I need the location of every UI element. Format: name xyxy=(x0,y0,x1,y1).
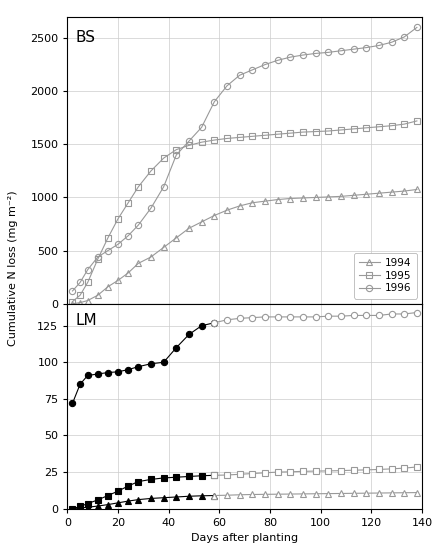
1996 xyxy=(95,254,100,260)
1996 xyxy=(148,205,153,211)
1994 xyxy=(312,194,317,201)
1994 xyxy=(274,196,279,203)
1994 xyxy=(148,254,153,260)
1996 xyxy=(70,288,75,295)
1995 xyxy=(70,299,75,305)
1994 xyxy=(125,269,131,276)
1996 xyxy=(77,279,82,286)
1996 xyxy=(173,151,178,158)
1996 xyxy=(199,124,204,131)
1996 xyxy=(262,61,267,68)
1996 xyxy=(363,44,368,51)
1995 xyxy=(148,168,153,174)
1996 xyxy=(375,42,381,49)
1994 xyxy=(85,297,90,304)
1995 xyxy=(401,121,406,127)
1994 xyxy=(199,219,204,225)
1995 xyxy=(125,200,131,206)
1995 xyxy=(388,122,393,129)
1996 xyxy=(237,72,242,79)
1994 xyxy=(173,234,178,241)
1995 xyxy=(262,132,267,139)
1995 xyxy=(338,126,343,133)
1995 xyxy=(186,142,191,149)
1994 xyxy=(262,198,267,205)
1994 xyxy=(135,260,141,267)
1994 xyxy=(105,283,110,290)
1994 xyxy=(388,189,393,196)
1996 xyxy=(135,222,141,229)
1995 xyxy=(85,279,90,286)
1994 xyxy=(299,195,305,201)
1996 xyxy=(299,51,305,58)
1995 xyxy=(199,139,204,145)
1996 xyxy=(338,48,343,54)
1996 xyxy=(211,98,217,105)
1994 xyxy=(224,207,229,214)
1994 xyxy=(249,200,254,206)
1995 xyxy=(135,183,141,190)
1994 xyxy=(325,193,330,200)
1996 xyxy=(312,50,317,57)
1996 xyxy=(249,67,254,73)
1994 xyxy=(77,299,82,306)
1994 xyxy=(375,190,381,197)
1995 xyxy=(211,137,217,144)
1996 xyxy=(105,247,110,254)
1994 xyxy=(287,195,292,202)
1995 xyxy=(249,133,254,140)
1994 xyxy=(211,212,217,219)
X-axis label: Days after planting: Days after planting xyxy=(191,533,298,543)
1995 xyxy=(375,124,381,130)
1995 xyxy=(413,117,418,124)
1996 xyxy=(161,183,166,190)
1995 xyxy=(299,129,305,135)
1996 xyxy=(413,24,418,31)
Text: BS: BS xyxy=(75,30,95,45)
1996 xyxy=(125,233,131,239)
1995 xyxy=(115,215,120,222)
1995 xyxy=(173,146,178,153)
1996 xyxy=(224,83,229,89)
1994 xyxy=(363,191,368,198)
1994 xyxy=(401,188,406,195)
1995 xyxy=(105,234,110,241)
1994 xyxy=(115,277,120,284)
1994 xyxy=(70,300,75,307)
1995 xyxy=(325,127,330,134)
Text: Cumulative N loss (mg m⁻²): Cumulative N loss (mg m⁻²) xyxy=(8,191,18,346)
Line: 1994: 1994 xyxy=(69,186,419,307)
1996 xyxy=(274,57,279,64)
1996 xyxy=(325,49,330,56)
1994 xyxy=(161,244,166,251)
Line: 1995: 1995 xyxy=(69,118,419,305)
1995 xyxy=(363,125,368,131)
1994 xyxy=(338,193,343,200)
Text: LM: LM xyxy=(75,312,96,328)
Legend: 1994, 1995, 1996: 1994, 1995, 1996 xyxy=(353,253,416,299)
1996 xyxy=(388,39,393,46)
1996 xyxy=(85,266,90,273)
1995 xyxy=(312,128,317,135)
1995 xyxy=(224,135,229,142)
1994 xyxy=(95,292,100,299)
1996 xyxy=(401,34,406,40)
1994 xyxy=(186,225,191,231)
1995 xyxy=(161,155,166,162)
1996 xyxy=(186,138,191,144)
1996 xyxy=(115,241,120,248)
1995 xyxy=(237,134,242,141)
1994 xyxy=(237,202,242,209)
Line: 1996: 1996 xyxy=(69,24,419,294)
1995 xyxy=(350,126,355,132)
1994 xyxy=(350,192,355,198)
1996 xyxy=(287,54,292,60)
1996 xyxy=(350,46,355,53)
1994 xyxy=(413,186,418,193)
1995 xyxy=(287,130,292,136)
1995 xyxy=(274,131,279,138)
1995 xyxy=(95,255,100,262)
1995 xyxy=(77,292,82,299)
